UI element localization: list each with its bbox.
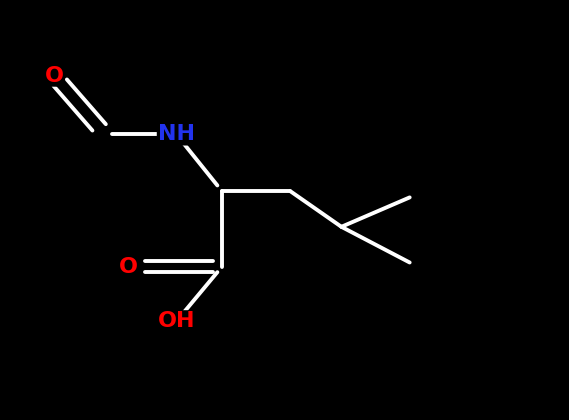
Text: O: O: [118, 257, 138, 277]
Text: OH: OH: [158, 311, 195, 331]
Text: NH: NH: [158, 124, 195, 144]
Text: O: O: [44, 66, 64, 86]
